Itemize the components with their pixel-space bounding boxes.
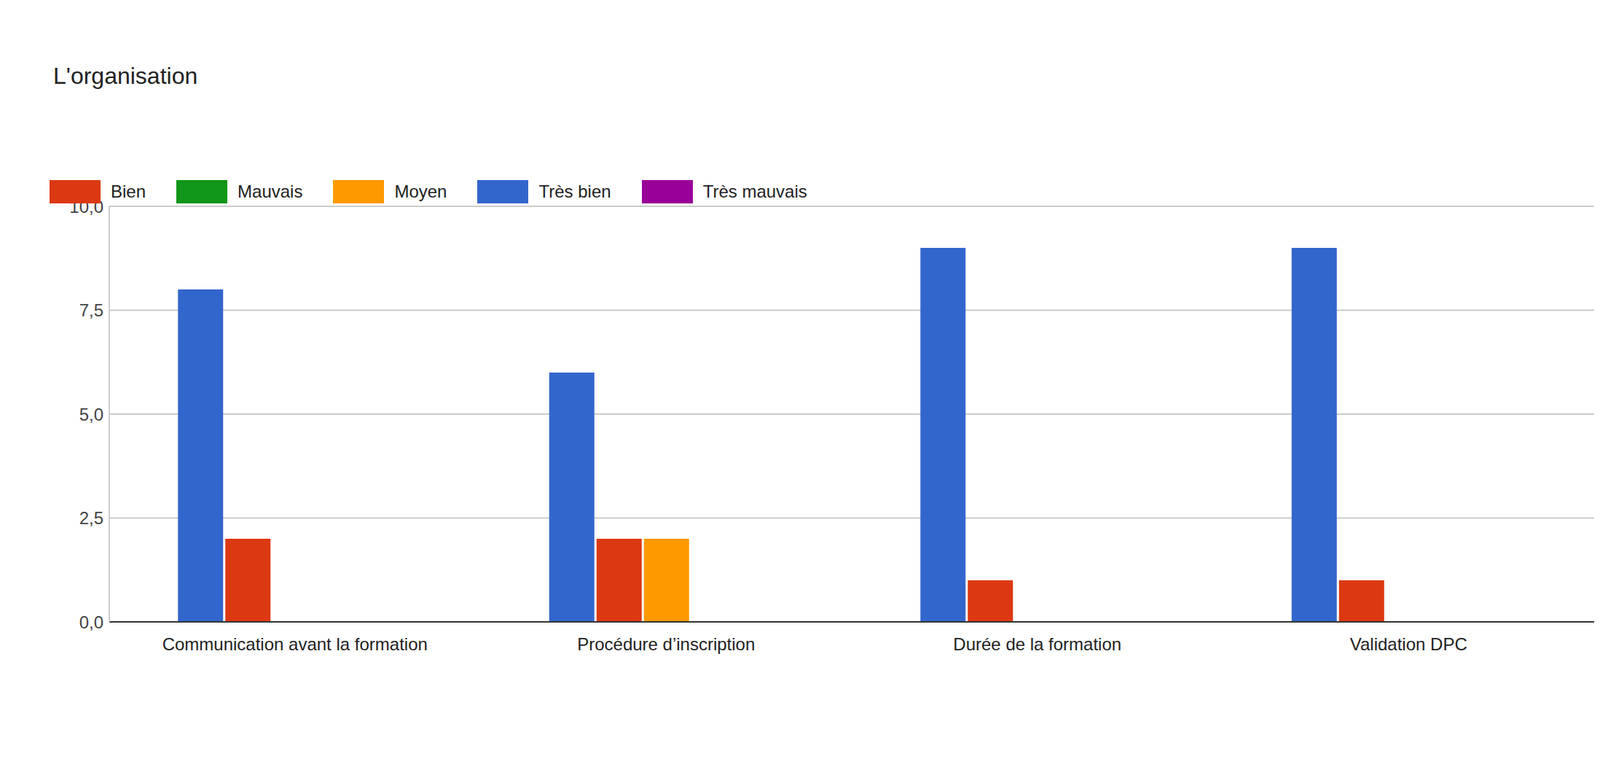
html-text:Bien: Bien: [110, 181, 146, 202]
svg-text:0,0: 0,0: [79, 612, 104, 632]
html-text:Très bien: Très bien: [538, 181, 612, 202]
svg-text:2,5: 2,5: [79, 507, 104, 528]
svg-text:Validation DPC: Validation DPC: [1350, 633, 1468, 654]
html-text:L'organisation: L'organisation: [53, 62, 198, 89]
svg-text:5,0: 5,0: [79, 404, 104, 425]
html-text:Très mauvais: Très mauvais: [702, 181, 808, 202]
svg-text:Procédure d’inscription: Procédure d’inscription: [577, 633, 755, 654]
svg-text:10,0: 10,0: [69, 196, 104, 217]
svg-text:Durée de la formation: Durée de la formation: [953, 633, 1122, 654]
html-text:Mauvais: Mauvais: [237, 181, 303, 202]
html-text:Moyen: Moyen: [394, 181, 447, 202]
svg-text:Communication avant la formati: Communication avant la formation: [162, 633, 428, 654]
svg-text:7,5: 7,5: [79, 300, 104, 320]
